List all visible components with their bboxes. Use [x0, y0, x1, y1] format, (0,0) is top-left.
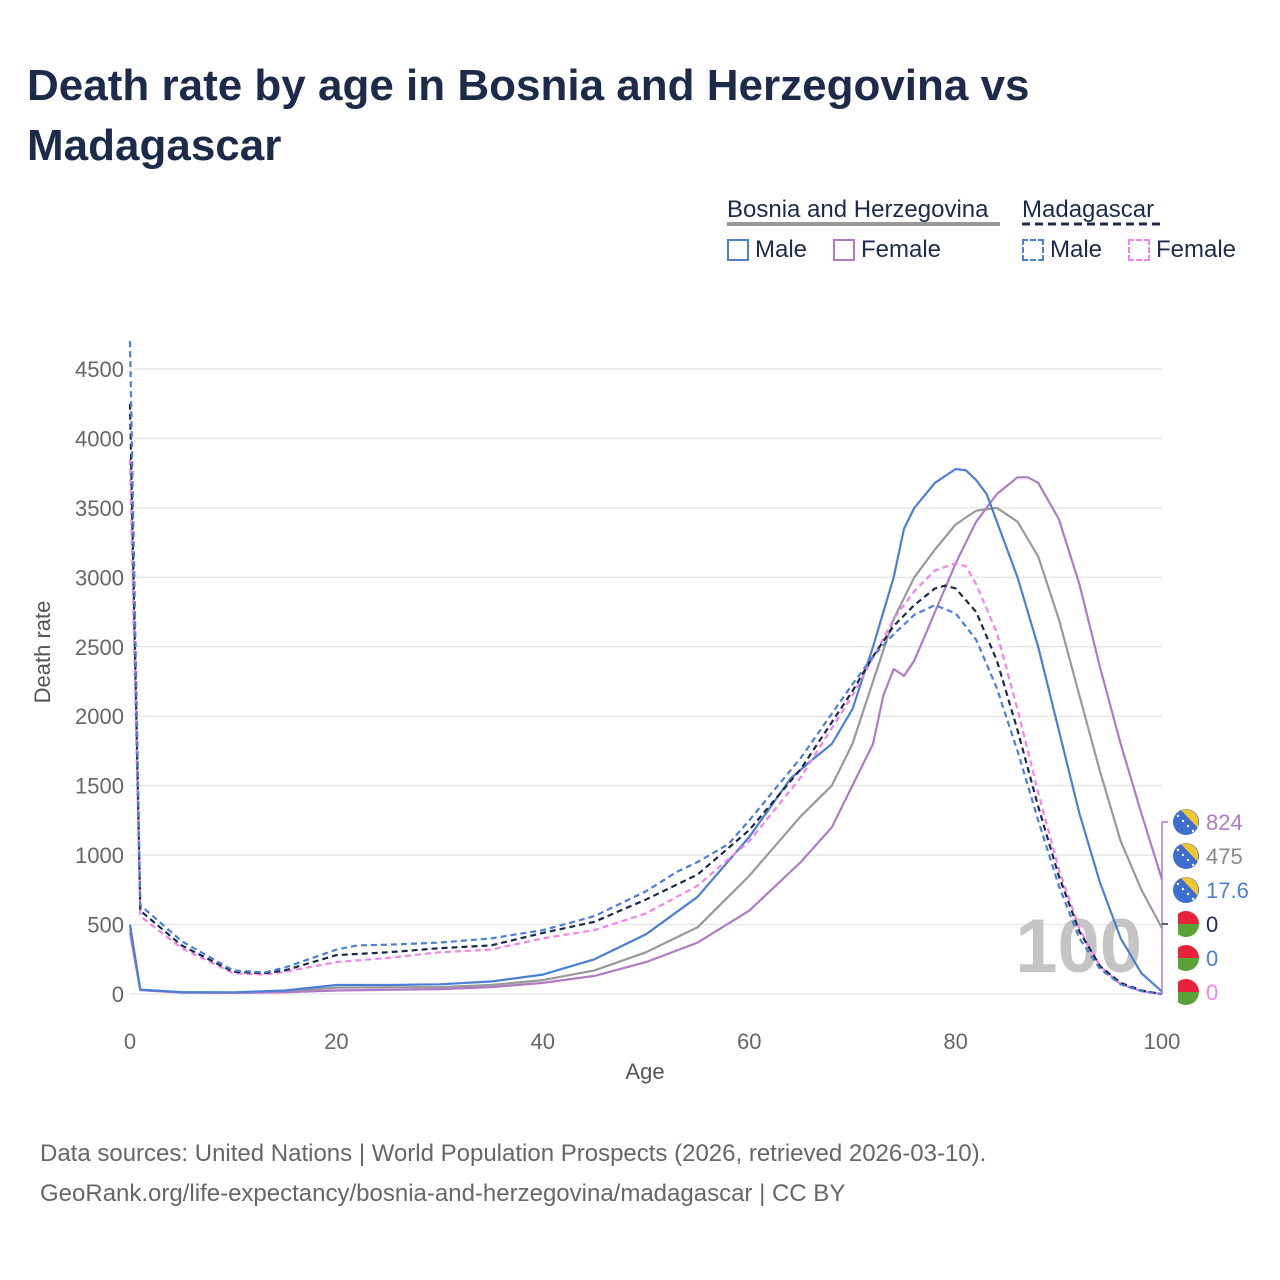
y-tick-label: 2500 [75, 635, 124, 660]
series-line-bosnia-and-herzegovina-female[interactable] [128, 476, 1164, 994]
legend-item-madagascar-male[interactable]: Male [1022, 236, 1102, 264]
y-tick-label: 4000 [75, 426, 124, 451]
x-axis-title: Age [625, 1059, 664, 1084]
legend-swatch [833, 239, 855, 261]
series-line-madagascar-female[interactable] [128, 459, 1163, 996]
y-tick-label: 1000 [75, 843, 124, 868]
x-tick-label: 0 [124, 1029, 136, 1054]
madagascar-flag-icon [1173, 911, 1199, 937]
x-tick-label: 60 [737, 1029, 761, 1054]
bosnia-flag-icon [1173, 809, 1199, 835]
madagascar-flag-icon [1173, 979, 1199, 1005]
chart-title: Death rate by age in Bosnia and Herzegov… [27, 61, 1030, 170]
legend-label: Male [1050, 236, 1103, 263]
year-watermark: 100 [1015, 904, 1142, 989]
legend-swatch [1128, 239, 1150, 261]
x-tick-label: 80 [943, 1029, 967, 1054]
y-tick-label: 500 [87, 913, 124, 938]
legend-group-bosnia[interactable]: Bosnia and Herzegovina [727, 196, 989, 223]
x-tick-label: 20 [324, 1029, 348, 1054]
legend-label: Female [861, 236, 942, 263]
end-value-label: 0 [1206, 946, 1218, 971]
y-tick-label: 2000 [75, 704, 124, 729]
y-tick-label: 3000 [75, 565, 124, 590]
footer-link[interactable]: GeoRank.org/life-expectancy/bosnia-and-h… [40, 1180, 846, 1207]
end-value-label: 475 [1206, 844, 1243, 869]
end-value-label: 0 [1206, 912, 1218, 937]
series-line-bosnia-and-herzegovina-total[interactable] [128, 506, 1163, 994]
end-label-bracket [1161, 821, 1168, 994]
legend-item-bosnia-female[interactable]: Female [833, 236, 941, 264]
legend-label: Female [1156, 236, 1237, 263]
x-tick-label: 40 [531, 1029, 555, 1054]
end-value-label: 824 [1206, 810, 1243, 835]
x-tick-label: 100 [1144, 1029, 1181, 1054]
series-line-madagascar-total[interactable] [128, 403, 1163, 996]
legend-label: Male [755, 236, 808, 263]
y-tick-label: 3500 [75, 496, 124, 521]
y-tick-label: 1500 [75, 774, 124, 799]
y-tick-label: 4500 [75, 357, 124, 382]
end-value-label: 0 [1206, 980, 1218, 1005]
y-axis-title: Death rate [30, 601, 55, 704]
madagascar-flag-icon [1173, 945, 1199, 971]
y-tick-label: 0 [112, 982, 124, 1007]
legend-group-madagascar[interactable]: Madagascar [1022, 196, 1155, 223]
bosnia-flag-icon [1173, 843, 1199, 869]
legend-swatch [1022, 239, 1044, 261]
legend-item-madagascar-female[interactable]: Female [1128, 236, 1236, 264]
legend-item-bosnia-male[interactable]: Male [727, 236, 807, 264]
series-line-madagascar-male[interactable] [128, 341, 1163, 996]
footer-source: Data sources: United Nations | World Pop… [40, 1140, 987, 1167]
legend-swatch [727, 239, 749, 261]
bosnia-flag-icon [1173, 877, 1199, 903]
end-value-label: 17.6 [1206, 878, 1249, 903]
